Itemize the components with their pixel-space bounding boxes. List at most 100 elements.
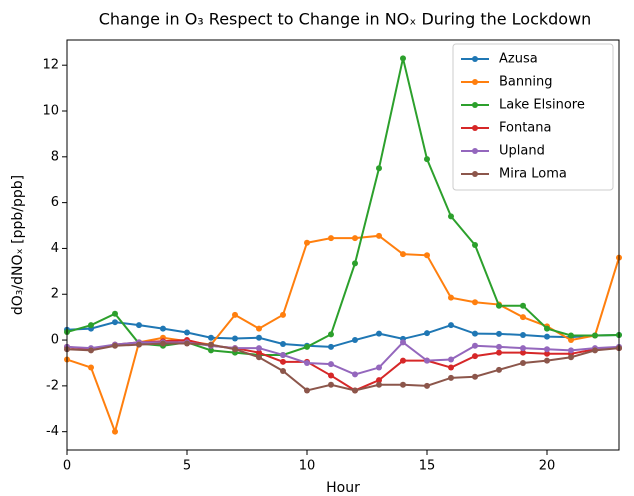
data-point: [472, 342, 478, 349]
x-tick-label: 5: [183, 459, 191, 474]
legend-label: Banning: [499, 75, 552, 90]
y-tick-label: 10: [42, 104, 59, 119]
data-point: [376, 381, 382, 388]
data-point: [112, 319, 118, 326]
data-point: [400, 381, 406, 388]
data-point: [568, 347, 574, 354]
data-point: [280, 351, 286, 358]
data-point: [352, 371, 358, 378]
data-point: [520, 349, 526, 356]
data-point: [280, 340, 286, 347]
series-line: [66, 58, 620, 356]
data-point: [256, 349, 262, 356]
legend-label: Fontana: [499, 121, 551, 136]
data-point: [424, 382, 430, 389]
data-point: [352, 235, 358, 242]
data-point: [472, 299, 478, 306]
data-point: [256, 354, 262, 361]
data-point: [184, 329, 190, 336]
data-point: [544, 346, 550, 353]
legend-marker: [472, 79, 478, 85]
data-point: [496, 349, 502, 356]
x-axis-label: Hour: [326, 480, 360, 496]
y-tick-label: 12: [42, 58, 59, 73]
data-point: [520, 314, 526, 321]
data-point: [280, 358, 286, 365]
data-point: [208, 334, 214, 341]
data-point: [88, 347, 94, 354]
data-point: [376, 330, 382, 337]
data-point: [520, 359, 526, 366]
data-point: [112, 342, 118, 349]
y-tick-label: 0: [51, 333, 59, 348]
y-axis-label: dO₃/dNOₓ [ppb/ppb]: [10, 175, 26, 315]
legend-label: Upland: [499, 144, 545, 159]
series-line: [66, 321, 620, 348]
plot-frame: [66, 39, 620, 451]
legend-marker: [472, 102, 478, 108]
data-point: [544, 325, 550, 332]
data-point: [544, 357, 550, 364]
data-point: [136, 341, 142, 348]
data-point: [496, 330, 502, 337]
data-point: [112, 428, 118, 435]
x-tick-label: 10: [299, 459, 316, 474]
data-point: [400, 251, 406, 258]
data-point: [328, 331, 334, 338]
data-point: [304, 359, 310, 366]
data-point: [88, 322, 94, 329]
legend-marker: [472, 171, 478, 177]
data-point: [448, 213, 454, 220]
data-point: [304, 239, 310, 246]
data-point: [256, 334, 262, 341]
data-point: [448, 322, 454, 329]
data-point: [232, 346, 238, 353]
data-point: [496, 302, 502, 309]
data-point: [544, 333, 550, 340]
y-tick-label: -4: [46, 424, 59, 439]
legend-marker: [472, 56, 478, 62]
data-point: [280, 311, 286, 318]
data-point: [520, 332, 526, 339]
data-point: [328, 372, 334, 379]
data-point: [256, 325, 262, 332]
y-tick-label: 4: [51, 241, 59, 256]
x-tick-label: 15: [419, 459, 436, 474]
data-point: [352, 260, 358, 267]
data-point: [232, 311, 238, 318]
data-point: [376, 364, 382, 371]
data-point: [520, 302, 526, 309]
data-point: [448, 364, 454, 371]
data-point: [352, 387, 358, 394]
legend-label: Mira Loma: [499, 167, 567, 182]
data-point: [304, 387, 310, 394]
data-point: [160, 325, 166, 332]
series-line: [66, 342, 620, 392]
data-point: [160, 340, 166, 347]
data-point: [424, 330, 430, 337]
data-point: [424, 252, 430, 259]
data-point: [328, 235, 334, 242]
legend-label: Lake Elsinore: [499, 98, 585, 113]
data-point: [232, 335, 238, 342]
data-point: [400, 55, 406, 62]
series-line: [66, 341, 620, 376]
data-point: [496, 343, 502, 350]
data-point: [376, 377, 382, 384]
y-tick-label: -2: [46, 378, 59, 393]
data-point: [352, 337, 358, 344]
data-point: [472, 373, 478, 380]
data-point: [544, 350, 550, 357]
legend-marker: [472, 125, 478, 131]
series-line: [66, 339, 620, 392]
data-point: [256, 345, 262, 352]
data-point: [328, 343, 334, 350]
data-point: [208, 347, 214, 354]
legend-box: [452, 43, 614, 191]
data-point: [568, 354, 574, 361]
x-tick-label: 20: [539, 459, 556, 474]
data-point: [472, 353, 478, 360]
data-point: [472, 330, 478, 337]
data-point: [376, 232, 382, 239]
